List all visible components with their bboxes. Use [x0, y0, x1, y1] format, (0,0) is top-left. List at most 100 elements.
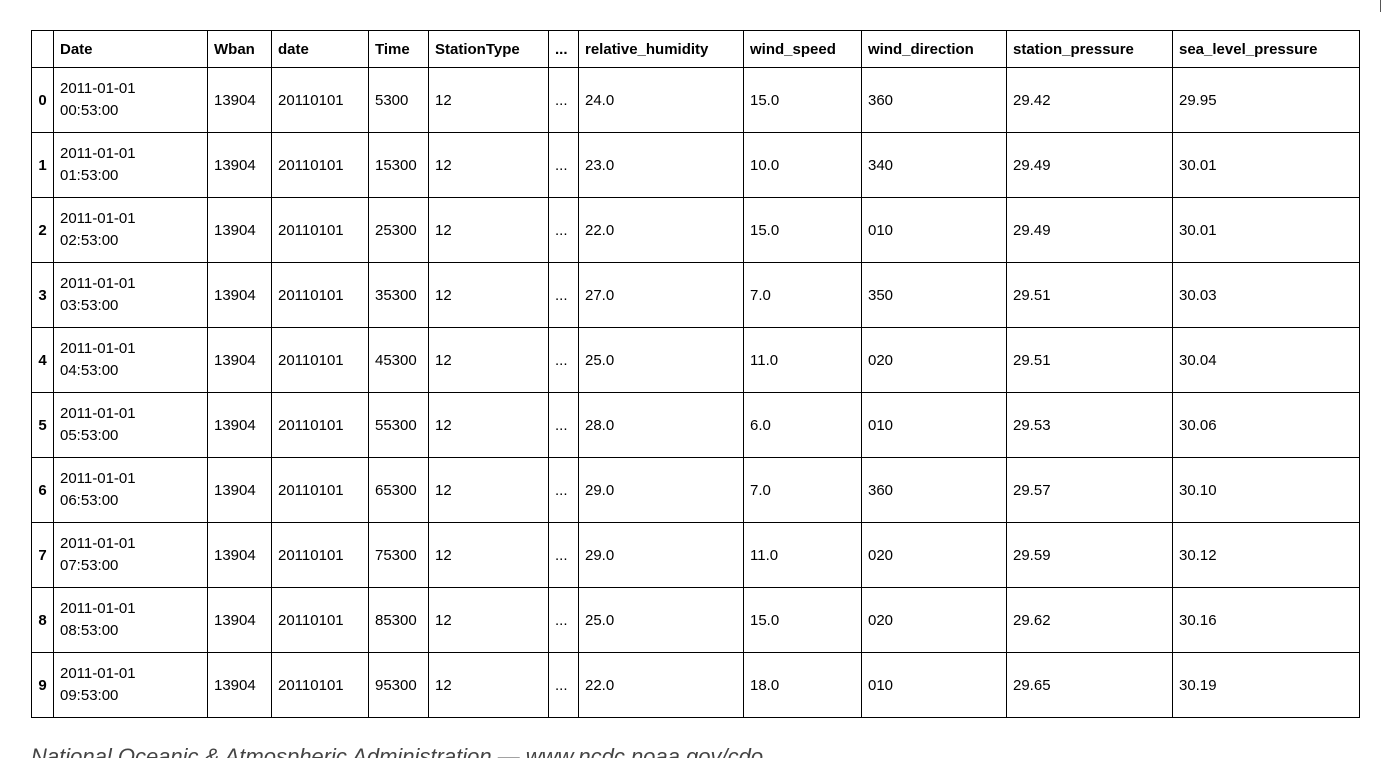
- cell-sea-level-pressure: 30.01: [1172, 132, 1360, 198]
- column-header: wind_speed: [743, 30, 862, 68]
- cell-station-pressure: 29.51: [1006, 262, 1173, 328]
- cell-wind-direction: 010: [861, 197, 1007, 263]
- cell-wind-speed: 15.0: [743, 197, 862, 263]
- cell-wban: 13904: [207, 262, 272, 328]
- cell-wind-direction: 360: [861, 457, 1007, 523]
- cell-time: 55300: [368, 392, 429, 458]
- row-index: 4: [31, 327, 54, 393]
- cell-station-pressure: 29.49: [1006, 132, 1173, 198]
- cell-date: 20110101: [271, 197, 369, 263]
- cell-time: 95300: [368, 652, 429, 718]
- footer-text: National Oceanic & Atmospheric Administr…: [31, 744, 764, 758]
- column-header: ...: [548, 30, 579, 68]
- cell-relative-humidity: 28.0: [578, 392, 744, 458]
- cell-time: 5300: [368, 67, 429, 133]
- cell-wban: 13904: [207, 457, 272, 523]
- column-header: StationType: [428, 30, 549, 68]
- dataframe-table: Date Wban date Time StationType... relative_h…: [31, 30, 1360, 718]
- cell-time: 75300: [368, 522, 429, 588]
- cell-wban: 13904: [207, 132, 272, 198]
- cell-wind-speed: 15.0: [743, 67, 862, 133]
- cell-wind-direction: 010: [861, 392, 1007, 458]
- column-header: Time: [368, 30, 429, 68]
- cell-relative-humidity: 27.0: [578, 262, 744, 328]
- table-body: 0 2011-01-01 00:53:00 13904 20110101 5300 12..…: [31, 67, 1360, 718]
- table-row: 0 2011-01-01 00:53:00 13904 20110101 5300 12..…: [31, 67, 1360, 133]
- cell-wind-direction: 010: [861, 652, 1007, 718]
- footer-caption: National Oceanic & Atmospheric Administr…: [31, 742, 931, 758]
- cell-wind-speed: 15.0: [743, 587, 862, 653]
- cell-time: 25300: [368, 197, 429, 263]
- cell-datetime-part: 2011-01-01: [60, 665, 136, 682]
- row-index: 6: [31, 457, 54, 523]
- cell-datetime-part: 05:53:00: [60, 427, 119, 444]
- cell-station-type: 12: [428, 262, 549, 328]
- cell-date: 20110101: [271, 132, 369, 198]
- cell-datetime-part: 04:53:00: [60, 362, 119, 379]
- cell-datetime-part: 2011-01-01: [60, 210, 136, 227]
- cell-wind-speed: 10.0: [743, 132, 862, 198]
- cell-time: 35300: [368, 262, 429, 328]
- cell-wind-direction: 020: [861, 327, 1007, 393]
- table-row: 1 2011-01-01 01:53:00 13904 20110101 15300 12.…: [31, 132, 1360, 198]
- cell-date: 20110101: [271, 522, 369, 588]
- cell-datetime-part: 07:53:00: [60, 557, 119, 574]
- table-row: 7 2011-01-01 07:53:00 13904 20110101 75300 12.…: [31, 522, 1360, 588]
- cell-wban: 13904: [207, 392, 272, 458]
- cell-time: 65300: [368, 457, 429, 523]
- cell-relative-humidity: 22.0: [578, 652, 744, 718]
- cell-datetime-part: 09:53:00: [60, 687, 119, 704]
- cell-station-pressure: 29.51: [1006, 327, 1173, 393]
- cell-wind-direction: 360: [861, 67, 1007, 133]
- cell-datetime: 2011-01-01 04:53:00: [53, 327, 208, 393]
- cell-ellipsis: ...: [548, 132, 579, 198]
- cell-sea-level-pressure: 30.19: [1172, 652, 1360, 718]
- cell-time: 45300: [368, 327, 429, 393]
- cell-datetime: 2011-01-01 01:53:00: [53, 132, 208, 198]
- row-index: 9: [31, 652, 54, 718]
- cell-station-pressure: 29.59: [1006, 522, 1173, 588]
- cell-datetime-part: 03:53:00: [60, 297, 119, 314]
- cell-wban: 13904: [207, 327, 272, 393]
- cell-station-pressure: 29.49: [1006, 197, 1173, 263]
- cell-time: 15300: [368, 132, 429, 198]
- table-row: 9 2011-01-01 09:53:00 13904 20110101 95300 12.…: [31, 652, 1360, 718]
- row-index: 7: [31, 522, 54, 588]
- edge-tick: [1380, 0, 1381, 12]
- column-header: relative_humidity: [578, 30, 744, 68]
- column-header: sea_level_pressure: [1172, 30, 1360, 68]
- cell-wind-speed: 11.0: [743, 327, 862, 393]
- row-index: 5: [31, 392, 54, 458]
- cell-sea-level-pressure: 30.10: [1172, 457, 1360, 523]
- table-row: 2 2011-01-01 02:53:00 13904 20110101 25300 12.…: [31, 197, 1360, 263]
- row-index: 0: [31, 67, 54, 133]
- cell-wind-speed: 7.0: [743, 262, 862, 328]
- cell-datetime: 2011-01-01 03:53:00: [53, 262, 208, 328]
- cell-date: 20110101: [271, 392, 369, 458]
- cell-datetime-part: 2011-01-01: [60, 405, 136, 422]
- cell-station-pressure: 29.42: [1006, 67, 1173, 133]
- table-row: 6 2011-01-01 06:53:00 13904 20110101 65300 12.…: [31, 457, 1360, 523]
- cell-ellipsis: ...: [548, 327, 579, 393]
- cell-relative-humidity: 23.0: [578, 132, 744, 198]
- cell-datetime-part: 2011-01-01: [60, 600, 136, 617]
- row-index: 8: [31, 587, 54, 653]
- cell-datetime-part: 01:53:00: [60, 167, 119, 184]
- cell-datetime-part: 2011-01-01: [60, 80, 136, 97]
- table-row: 4 2011-01-01 04:53:00 13904 20110101 45300 12.…: [31, 327, 1360, 393]
- column-header: Date: [53, 30, 208, 68]
- cell-datetime: 2011-01-01 07:53:00: [53, 522, 208, 588]
- cell-ellipsis: ...: [548, 197, 579, 263]
- cell-date: 20110101: [271, 327, 369, 393]
- cell-station-type: 12: [428, 587, 549, 653]
- cell-ellipsis: ...: [548, 587, 579, 653]
- column-header: Wban: [207, 30, 272, 68]
- cell-wban: 13904: [207, 522, 272, 588]
- cell-datetime-part: 2011-01-01: [60, 470, 136, 487]
- cell-relative-humidity: 22.0: [578, 197, 744, 263]
- cell-time: 85300: [368, 587, 429, 653]
- cell-station-type: 12: [428, 197, 549, 263]
- cell-datetime-part: 2011-01-01: [60, 535, 136, 552]
- cell-station-pressure: 29.53: [1006, 392, 1173, 458]
- cell-station-type: 12: [428, 392, 549, 458]
